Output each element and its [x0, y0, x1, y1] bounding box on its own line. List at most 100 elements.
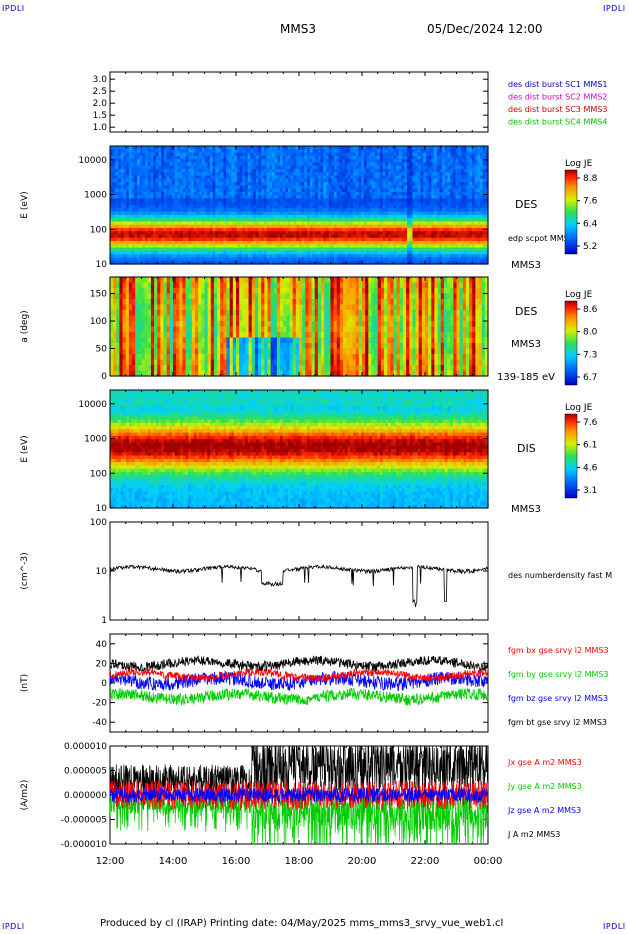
density-ytick: 100 [90, 518, 107, 528]
bfield-ytick: -20 [92, 699, 107, 709]
time-axis-tick: 14:00 [159, 856, 188, 867]
availability-legend: des dist burst SC4 MMS4 [508, 118, 607, 127]
des-pitch-colorbar [564, 300, 578, 386]
current-legend: Jz gse A m2 MMS3 [507, 806, 581, 815]
current-ytick: -0.000005 [61, 816, 107, 826]
dis-energy-colorbar [564, 413, 578, 499]
bfield-series-line-2 [109, 687, 489, 707]
bfield-ytick: -40 [92, 718, 107, 728]
footer-credit: Produced by cl (IRAP) Printing date: 04/… [100, 918, 504, 929]
current-ylabel: (A/m2) [20, 780, 30, 811]
des-pitch-colorbar-tick: 7.3 [583, 350, 597, 360]
dis-energy-colorbar-tick: 3.1 [583, 486, 597, 496]
des-pitch-colorbar-tick: 8.6 [583, 305, 598, 315]
availability-ytick: 3.0 [93, 75, 108, 85]
availability-ytick: 2.5 [93, 87, 107, 97]
bfield-legend: fgm bx gse srvy l2 MMS3 [508, 646, 609, 655]
bfield-ylabel: (nT) [20, 674, 30, 692]
des-energy-colorbar [564, 169, 578, 255]
des-pitch-ytick: 50 [96, 345, 108, 355]
des-pitch-ylabel: a (deg) [20, 310, 30, 342]
availability-legend: des dist burst SC1 MMS1 [508, 80, 607, 89]
des-energy-colorbar-tick: 6.4 [583, 219, 598, 229]
des-energy-scpot-label: edp scpot MMS3 [508, 234, 574, 243]
current-legend: J A m2 MMS3 [507, 830, 560, 839]
bfield-legend: fgm bz gse srvy l2 MMS3 [508, 694, 608, 703]
des-pitch-side-label: DES [515, 305, 537, 318]
current-ytick: 0.000010 [64, 742, 107, 752]
bfield-series-line-4 [109, 655, 489, 673]
bfield-legend: fgm bt gse srvy l2 MMS3 [508, 718, 607, 727]
current-ytick: 0.000005 [64, 767, 107, 777]
dis-energy-side-label: DIS [517, 442, 536, 455]
availability-ytick: 1.0 [93, 123, 108, 133]
des-pitch-ytick: 100 [90, 317, 107, 327]
current-legend: Jy gse A m2 MMS3 [507, 782, 582, 791]
time-axis-tick: 20:00 [348, 856, 377, 867]
density-ylabel: (cm^-3) [20, 552, 30, 589]
bfield-series-line-1 [109, 667, 489, 684]
des-pitch-sc-label: MMS3 [511, 339, 541, 350]
des-pitch-energy-label: 139-185 eV [497, 372, 555, 383]
des-energy-spectrogram [110, 146, 489, 265]
spacecraft-title: MMS3 [280, 22, 316, 36]
dis-energy-ytick: 1000 [84, 435, 107, 445]
density-legend: des numberdensity fast M [508, 571, 612, 580]
des-energy-colorbar-tick: 5.2 [583, 242, 597, 252]
dis-energy-ytick: 10 [96, 504, 108, 514]
corner-label-br: IPDLI [603, 922, 626, 931]
bfield-legend: fgm by gse srvy l2 MMS3 [508, 670, 609, 679]
current-series-line-3 [109, 786, 489, 803]
panel-frame-1 [109, 71, 489, 133]
des-energy-side-label: DES [515, 198, 537, 211]
bfield-ytick: 20 [96, 659, 108, 669]
des-pitch-spectrogram [110, 277, 489, 377]
dis-energy-colorbar-tick: 7.6 [583, 418, 598, 428]
time-axis-tick: 22:00 [411, 856, 440, 867]
time-axis-tick: 18:00 [285, 856, 314, 867]
des-pitch-ytick: 150 [90, 290, 107, 300]
des-energy-colorbar-tick: 7.6 [583, 197, 598, 207]
des-energy-ytick: 1000 [84, 191, 107, 201]
density-ytick: 10 [96, 567, 108, 577]
time-axis-tick: 16:00 [222, 856, 251, 867]
des-energy-ytick: 100 [90, 225, 107, 235]
corner-label-tr: IPDLI [603, 4, 626, 13]
dis-energy-spectrogram [110, 390, 489, 509]
des-energy-ytick: 10 [96, 260, 108, 270]
availability-legend: des dist burst SC2 MMS2 [508, 93, 607, 102]
dis-energy-colorbar-title: Log JE [565, 403, 593, 413]
time-axis-tick: 12:00 [96, 856, 125, 867]
des-energy-colorbar-title: Log JE [565, 159, 593, 169]
dis-energy-colorbar-tick: 6.1 [583, 441, 597, 451]
density-ytick: 1 [101, 616, 107, 626]
current-series-line-4 [109, 745, 489, 795]
des-pitch-colorbar-tick: 6.7 [583, 373, 597, 383]
panel-frame-5 [109, 521, 489, 621]
des-pitch-colorbar-tick: 8.0 [583, 328, 598, 338]
corner-label-bl: IPDLI [2, 922, 25, 931]
dis-energy-colorbar-tick: 4.6 [583, 463, 598, 473]
dis-energy-ylabel: E (eV) [20, 435, 30, 462]
availability-ytick: 1.5 [93, 111, 107, 121]
availability-legend: des dist burst SC3 MMS3 [508, 105, 607, 114]
time-axis-tick: 00:00 [474, 856, 503, 867]
datetime-title: 05/Dec/2024 12:00 [427, 22, 543, 36]
dis-energy-ytick: 100 [90, 469, 107, 479]
des-pitch-colorbar-title: Log JE [565, 290, 593, 300]
availability-ytick: 2.0 [93, 99, 108, 109]
density-series-line [109, 564, 489, 608]
plot-area: 3.0 2.5 2.0 1.5 1.0 des dist burst SC1 MMS1 de… [20, 71, 612, 867]
bfield-ytick: 0 [101, 679, 107, 689]
des-energy-sc-label: MMS3 [511, 260, 541, 271]
des-energy-ytick: 10000 [78, 156, 107, 166]
des-energy-colorbar-tick: 8.8 [583, 174, 598, 184]
des-pitch-ytick: 0 [101, 372, 107, 382]
current-ytick: 0.000000 [64, 791, 107, 801]
des-energy-ylabel: E (eV) [20, 191, 30, 218]
dis-energy-sc-label: MMS3 [511, 504, 541, 515]
bfield-ytick: 40 [96, 640, 108, 650]
dis-energy-ytick: 10000 [78, 400, 107, 410]
current-legend: Jx gse A m2 MMS3 [507, 758, 582, 767]
current-ytick: -0.000010 [61, 840, 107, 850]
